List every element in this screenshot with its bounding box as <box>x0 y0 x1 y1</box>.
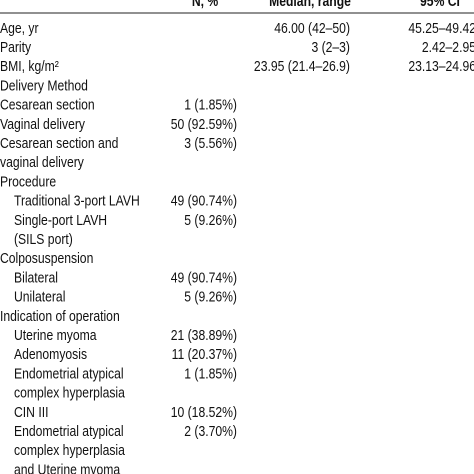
column-header: 95% CI <box>420 0 460 9</box>
n-cell: 50 (92.59%) <box>171 116 237 132</box>
row-label: Uterine myoma <box>14 327 97 343</box>
row-label: (SILS port) <box>14 231 73 247</box>
row-label: Indication of operation <box>0 308 120 324</box>
row-label: Endometrial atypical <box>14 365 124 381</box>
n-cell: 21 (38.89%) <box>171 327 237 343</box>
row-label: Bilateral <box>14 269 58 285</box>
row-label: Traditional 3-port LAVH <box>14 193 140 209</box>
row-label: vaginal delivery <box>0 154 84 170</box>
column-header: Median, range <box>269 0 351 9</box>
row-label: Parity <box>0 39 31 55</box>
n-cell: 5 (9.26%) <box>184 289 237 305</box>
row-label: Delivery Method <box>0 77 88 93</box>
row-label: Single-port LAVH <box>14 212 107 228</box>
row-label: Cesarean section and <box>0 135 118 151</box>
row-label: Vaginal delivery <box>0 116 85 132</box>
median-cell: 3 (2–3) <box>311 39 350 55</box>
n-cell: 1 (1.85%) <box>184 97 237 113</box>
row-label: complex hyperplasia <box>14 385 125 401</box>
row-label: CIN III <box>14 404 48 420</box>
row-label: Colposuspension <box>0 250 93 266</box>
row-label: BMI, kg/m² <box>0 58 59 74</box>
row-label: Adenomyosis <box>14 346 87 362</box>
n-cell: 3 (5.56%) <box>184 135 237 151</box>
n-cell: 5 (9.26%) <box>184 212 237 228</box>
column-header: N, % <box>192 0 218 9</box>
median-cell: 46.00 (42–50) <box>274 20 350 36</box>
n-cell: 2 (3.70%) <box>184 423 237 439</box>
n-cell: 10 (18.52%) <box>171 404 237 420</box>
median-cell: 23.95 (21.4–26.9) <box>254 58 350 74</box>
n-cell: 1 (1.85%) <box>184 365 237 381</box>
row-label: and Uterine myoma <box>14 461 121 474</box>
n-cell: 11 (20.37%) <box>172 346 237 362</box>
ci-cell: 23.13–24.96 <box>408 58 474 74</box>
n-cell: 49 (90.74%) <box>171 269 237 285</box>
row-label: Procedure <box>0 173 56 189</box>
row-label: complex hyperplasia <box>14 442 125 458</box>
row-label: Age, yr <box>0 20 39 36</box>
row-label: Cesarean section <box>0 97 95 113</box>
ci-cell: 45.25–49.42 <box>408 20 474 36</box>
n-cell: 49 (90.74%) <box>171 193 237 209</box>
row-label: Unilateral <box>14 289 65 305</box>
row-label: Endometrial atypical <box>14 423 124 439</box>
ci-cell: 2.42–2.95 <box>422 39 474 55</box>
